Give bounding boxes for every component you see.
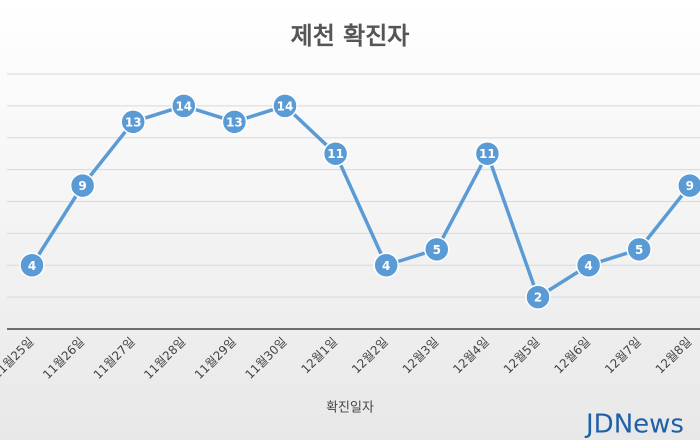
point	[424, 236, 450, 263]
chart-title: 제천 확진자	[291, 22, 410, 50]
point	[221, 109, 248, 135]
data-label: 4	[382, 259, 390, 273]
point	[373, 252, 399, 278]
data-label: 13	[226, 115, 243, 129]
point	[19, 252, 45, 278]
point	[525, 284, 551, 310]
data-label: 11	[327, 147, 344, 161]
point	[69, 172, 96, 199]
data-label: 11	[479, 147, 496, 161]
data-label: 13	[125, 115, 142, 129]
point	[272, 93, 298, 119]
point	[171, 93, 197, 119]
point	[474, 140, 501, 167]
data-label: 5	[635, 243, 643, 257]
data-label: 14	[277, 99, 294, 113]
data-label: 9	[686, 179, 694, 193]
data-label: 14	[175, 99, 192, 113]
point	[120, 109, 146, 135]
point	[677, 172, 700, 199]
point	[575, 252, 602, 278]
data-label: 4	[584, 259, 592, 273]
data-label: 9	[78, 179, 86, 193]
data-label: 5	[433, 243, 441, 257]
watermark: JDNews	[584, 410, 684, 440]
data-label: 2	[534, 291, 542, 305]
point	[322, 140, 349, 167]
point	[626, 236, 652, 263]
data-label: 4	[28, 259, 36, 273]
x-axis-label: 확진일자	[326, 401, 374, 416]
